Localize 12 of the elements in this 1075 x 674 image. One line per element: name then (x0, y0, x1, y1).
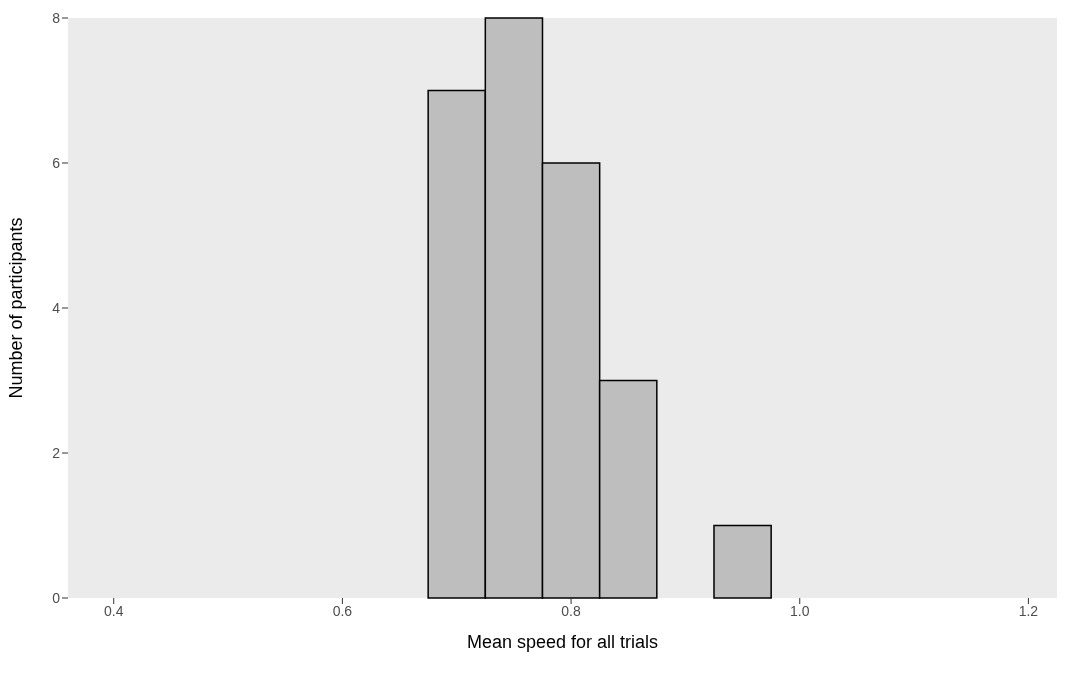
y-tick-label: 4 (52, 299, 61, 316)
x-tick-label: 0.8 (561, 602, 582, 619)
x-tick-label: 0.4 (104, 602, 124, 619)
y-tick-label: 0 (52, 589, 61, 606)
y-axis-title: Number of participants (6, 217, 27, 399)
x-axis-title: Mean speed for all trials (466, 632, 659, 652)
y-tick-label: 6 (52, 154, 61, 171)
x-tick-label: 0.6 (332, 602, 353, 619)
x-tick-label: 1.2 (1018, 602, 1039, 619)
y-tick-label: 2 (52, 444, 61, 461)
y-tick-label: 8 (52, 9, 61, 26)
x-tick-label: 1.0 (790, 602, 810, 619)
